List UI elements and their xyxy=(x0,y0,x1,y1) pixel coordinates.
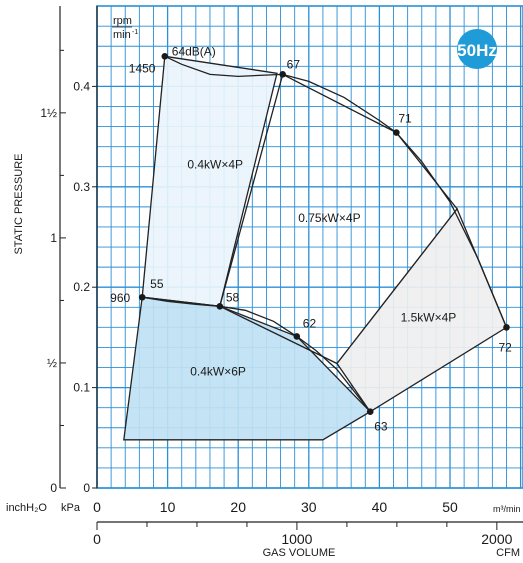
frequency-badge-circle xyxy=(457,29,497,69)
rpm-legend-unit-exponent: -1 xyxy=(132,29,138,36)
cfm-tick-label: 1000 xyxy=(281,531,312,547)
data-point xyxy=(503,324,510,331)
y-tick-label: 0.1 xyxy=(73,381,90,395)
points-group: 0.4kW×4P 0.4kW×6P 0.75kW×4P 1.5kW×4P 64dB(A)… xyxy=(110,15,512,434)
region-label: 0.4kW×4P xyxy=(187,158,243,172)
point-label: 55 xyxy=(150,277,164,291)
cfm-tick-label: 0 xyxy=(93,531,101,547)
x-tick-label: 10 xyxy=(160,499,176,515)
rpm-label: 960 xyxy=(110,291,130,305)
x-tick-label: 20 xyxy=(230,499,246,515)
point-label: 64dB(A) xyxy=(172,44,216,58)
badge-group: 50Hz xyxy=(457,29,497,69)
y-tick-label: 0.4 xyxy=(73,79,90,93)
inch-tick-label: 0 xyxy=(50,481,57,495)
x-unit-primary-label: m³/min xyxy=(493,504,521,514)
point-label: 71 xyxy=(398,112,412,126)
y-unit-primary-label: kPa xyxy=(61,502,81,514)
x-tick-label: 0 xyxy=(93,499,101,515)
data-point xyxy=(216,302,224,310)
inch-tick-label: ½ xyxy=(47,356,57,370)
inch-tick-label: 1 xyxy=(50,231,57,245)
axes-group: 0 0.1 0.2 0.3 0.4 0 ½ 1 1½ STATIC PRESSURE inchH₂O… xyxy=(6,6,523,559)
point-label: 62 xyxy=(303,316,317,330)
curves-group xyxy=(142,55,508,413)
data-point xyxy=(293,333,301,340)
rpm-legend-label: rpm xyxy=(113,15,132,27)
x-tick-label: 30 xyxy=(301,499,317,515)
x-unit-secondary-label: CFM xyxy=(496,547,520,559)
data-point xyxy=(366,408,374,415)
rpm-curve-line xyxy=(164,55,508,328)
point-label: 72 xyxy=(498,340,512,354)
y-axis-title: STATIC PRESSURE xyxy=(13,153,25,254)
rpm-label: 1450 xyxy=(129,61,156,75)
x-axis-title: GAS VOLUME xyxy=(263,547,336,559)
x-tick-label: 40 xyxy=(372,499,388,515)
data-point xyxy=(393,129,400,136)
regions-group xyxy=(123,55,508,441)
inch-tick-label: 1½ xyxy=(40,106,57,120)
region-label: 0.4kW×6P xyxy=(190,365,246,379)
data-point xyxy=(161,52,169,60)
y-tick-label: 0 xyxy=(83,481,90,495)
region-area xyxy=(219,73,458,365)
region-label: 1.5kW×4P xyxy=(401,310,457,324)
cfm-tick-label: 2000 xyxy=(481,531,512,547)
rpm-curve-line xyxy=(142,296,371,413)
point-label: 63 xyxy=(374,420,388,434)
y-tick-label: 0.2 xyxy=(73,280,90,294)
region-label: 0.75kW×4P xyxy=(298,211,360,225)
point-label: 67 xyxy=(287,57,301,71)
frequency-badge-label: 50Hz xyxy=(457,41,497,60)
rpm-legend-unit: min xyxy=(113,29,131,41)
point-label: 58 xyxy=(226,290,240,304)
x-tick-label: 50 xyxy=(442,499,458,515)
data-point xyxy=(279,71,286,78)
y-tick-label: 0.3 xyxy=(73,180,90,194)
data-point xyxy=(138,293,146,301)
y-unit-secondary-label: inchH₂O xyxy=(6,502,47,514)
